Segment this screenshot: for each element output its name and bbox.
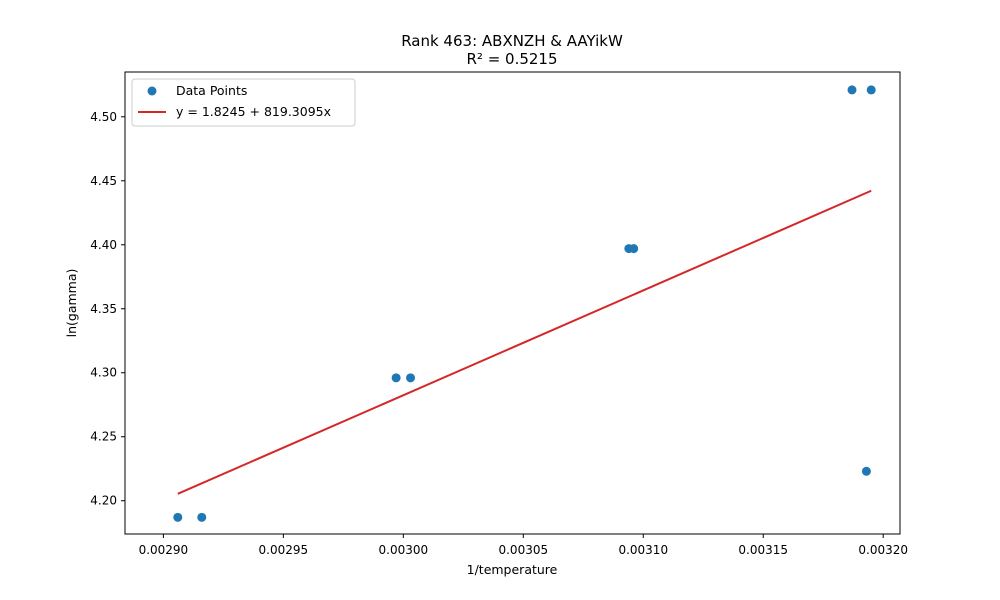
legend-label-fit-line: y = 1.8245 + 819.3095x	[176, 104, 331, 119]
x-tick-label: 0.00295	[259, 543, 309, 557]
x-tick-label: 0.00320	[858, 543, 908, 557]
data-point	[406, 373, 416, 383]
data-point	[861, 466, 871, 476]
y-tick-label: 4.40	[90, 238, 117, 252]
data-point	[847, 85, 857, 95]
x-tick-label: 0.00290	[139, 543, 189, 557]
legend-marker-data-points	[147, 86, 157, 96]
x-tick-label: 0.00300	[379, 543, 429, 557]
x-tick-label: 0.00310	[618, 543, 668, 557]
chart-subtitle: R² = 0.5215	[466, 50, 557, 68]
y-axis-label: ln(gamma)	[64, 269, 79, 338]
y-tick-label: 4.20	[90, 494, 117, 508]
plot-area	[173, 85, 876, 522]
x-tick-label: 0.00315	[738, 543, 788, 557]
fit-line	[177, 189, 872, 495]
data-point	[866, 85, 876, 95]
data-point	[173, 512, 183, 522]
legend-box	[131, 78, 356, 127]
x-axis-label: 1/temperature	[467, 562, 558, 577]
chart-title: Rank 463: ABXNZH & AAYikW	[401, 32, 623, 50]
y-tick-label: 4.45	[90, 174, 117, 188]
data-point	[197, 512, 207, 522]
legend: Data Points y = 1.8245 + 819.3095x	[131, 78, 356, 127]
legend-label-data-points: Data Points	[176, 83, 247, 98]
x-axis: 0.00290 0.00295 0.00300 0.00305 0.00310 0.003…	[139, 534, 908, 557]
y-tick-label: 4.35	[90, 302, 117, 316]
data-point	[629, 244, 639, 254]
y-tick-label: 4.50	[90, 110, 117, 124]
plot-frame	[124, 71, 901, 535]
data-point	[391, 373, 401, 383]
y-tick-label: 4.25	[90, 430, 117, 444]
y-tick-label: 4.30	[90, 366, 117, 380]
y-axis: 4.20 4.25 4.30 4.35 4.40 4.45 4.50	[90, 110, 125, 508]
x-tick-label: 0.00305	[498, 543, 548, 557]
